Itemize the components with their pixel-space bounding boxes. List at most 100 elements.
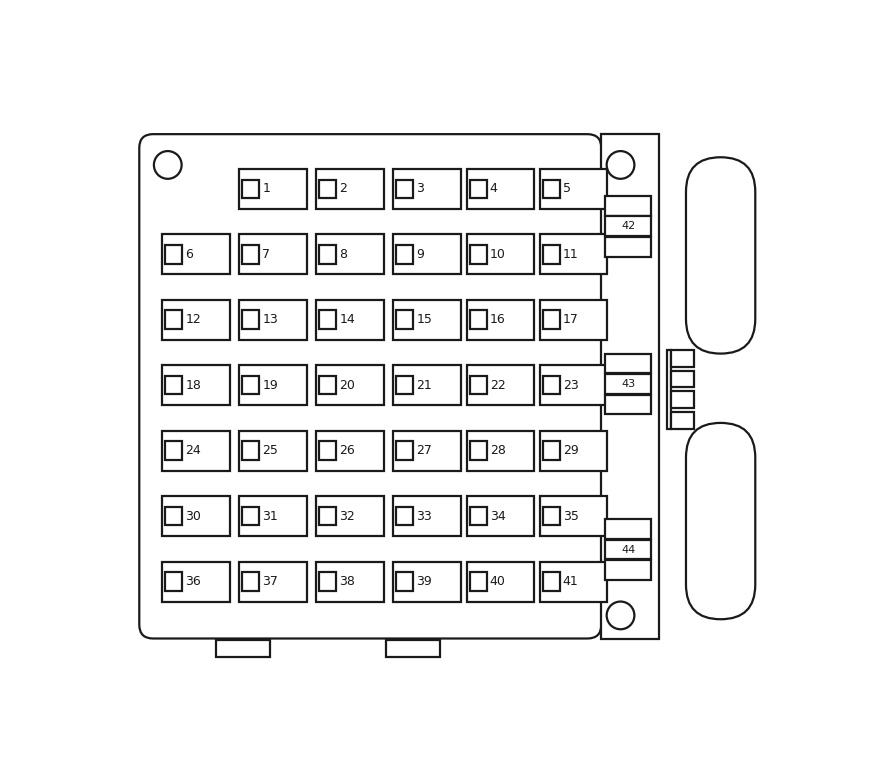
Bar [240,234,307,275]
Bar [467,365,534,405]
Text: 11: 11 [563,248,579,261]
Text: 36: 36 [186,575,201,588]
Bar [467,169,534,209]
Bar [540,169,607,209]
Bar [316,169,384,209]
Text: 14: 14 [339,313,355,326]
Bar [316,234,384,275]
Bar [394,300,461,340]
Text: 10: 10 [490,248,506,261]
Bar [242,311,259,329]
Bar [316,496,384,536]
Bar [470,507,486,526]
Bar [162,562,230,601]
Bar [396,245,413,263]
Bar [467,300,534,340]
Bar [394,562,461,601]
Bar [671,392,694,409]
Bar [240,431,307,470]
Text: 40: 40 [490,575,506,588]
Bar [470,311,486,329]
Text: 24: 24 [186,444,201,457]
Text: 38: 38 [339,575,355,588]
Text: 12: 12 [186,313,201,326]
Bar [320,441,337,460]
Bar [216,640,270,657]
Bar [540,431,607,470]
Text: 3: 3 [417,182,425,195]
Text: 42: 42 [621,221,635,231]
Bar [394,365,461,405]
Bar [396,311,413,329]
Text: 5: 5 [563,182,571,195]
Bar [396,572,413,591]
Text: 35: 35 [563,509,579,522]
Text: 31: 31 [263,509,278,522]
Bar [605,395,651,415]
Bar [162,496,230,536]
Text: 43: 43 [621,379,635,389]
Text: 30: 30 [186,509,202,522]
Bar [671,412,694,429]
Text: 27: 27 [417,444,433,457]
Bar [242,441,259,460]
Bar [540,234,607,275]
Text: 17: 17 [563,313,579,326]
Bar [320,572,337,591]
Bar [242,180,259,198]
Bar [240,169,307,209]
Bar [242,376,259,395]
Bar [320,376,337,395]
Bar [667,350,671,429]
Bar [605,216,651,236]
Text: 19: 19 [263,379,278,392]
Bar [166,441,182,460]
Text: 7: 7 [263,248,270,261]
Bar [320,311,337,329]
Bar [601,134,659,639]
Text: 16: 16 [490,313,506,326]
FancyBboxPatch shape [686,423,755,619]
FancyBboxPatch shape [139,134,601,639]
Bar [605,519,651,539]
Bar [540,562,607,601]
Bar [316,431,384,470]
Bar [394,431,461,470]
Bar [316,562,384,601]
Bar [162,234,230,275]
Bar [320,180,337,198]
Bar [166,572,182,591]
Circle shape [607,151,634,179]
Bar [467,234,534,275]
Bar [242,507,259,526]
Bar [162,431,230,470]
Bar [543,572,559,591]
Text: 4: 4 [490,182,498,195]
Bar [394,234,461,275]
Bar [166,245,182,263]
Bar [467,562,534,601]
Bar [605,353,651,373]
Bar [543,311,559,329]
Bar [166,507,182,526]
Bar [467,431,534,470]
Text: 20: 20 [339,379,355,392]
Bar [605,560,651,580]
Bar [240,300,307,340]
Bar [470,180,486,198]
Circle shape [154,151,181,179]
Bar [242,572,259,591]
Text: 13: 13 [263,313,278,326]
Bar [543,507,559,526]
Bar [316,300,384,340]
Bar [240,365,307,405]
Bar [605,539,651,559]
Bar [470,376,486,395]
Text: 22: 22 [490,379,506,392]
Bar [605,196,651,216]
Text: 39: 39 [417,575,433,588]
Bar [671,370,694,388]
Bar [396,376,413,395]
Bar [543,376,559,395]
Bar [386,640,440,657]
